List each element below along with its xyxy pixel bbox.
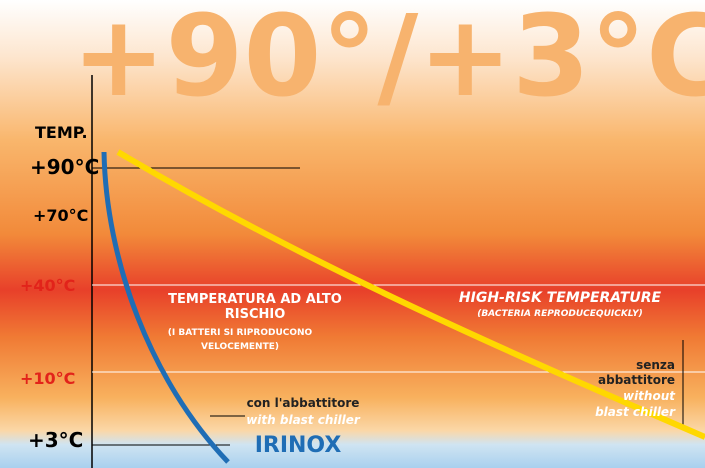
- zone-note: VELOCEMENTE): [201, 342, 279, 352]
- temp-label: +10°C: [20, 369, 75, 388]
- zone-text: HIGH-RISK TEMPERATURE: [459, 290, 662, 306]
- title: +90°/+3°C: [72, 0, 705, 122]
- curve-without-chiller: [116, 149, 705, 440]
- without-label: blast chiller: [595, 405, 676, 419]
- without-label: without: [623, 389, 676, 403]
- curve-with-chiller: [101, 151, 230, 464]
- temp-label: +3°C: [28, 428, 83, 452]
- temp-label: +70°C: [33, 206, 88, 225]
- zone-note: (I BATTERI SI RIPRODUCONO: [168, 328, 313, 338]
- zone-text: RISCHIO: [225, 307, 286, 322]
- zone-text: TEMPERATURA AD ALTO: [168, 292, 342, 307]
- temp-label: +40°C: [20, 276, 75, 295]
- with-label: with blast chiller: [246, 413, 361, 427]
- axis-label: TEMP.: [35, 123, 88, 142]
- without-label: abbattitore: [598, 373, 675, 387]
- zone-note: (BACTERIA REPRODUCEQUICKLY): [477, 309, 643, 319]
- temp-label: +90°C: [30, 155, 99, 179]
- logo: IRINOX: [255, 433, 342, 458]
- without-label: senza: [636, 358, 675, 372]
- with-label: con l'abbattitore: [247, 396, 360, 410]
